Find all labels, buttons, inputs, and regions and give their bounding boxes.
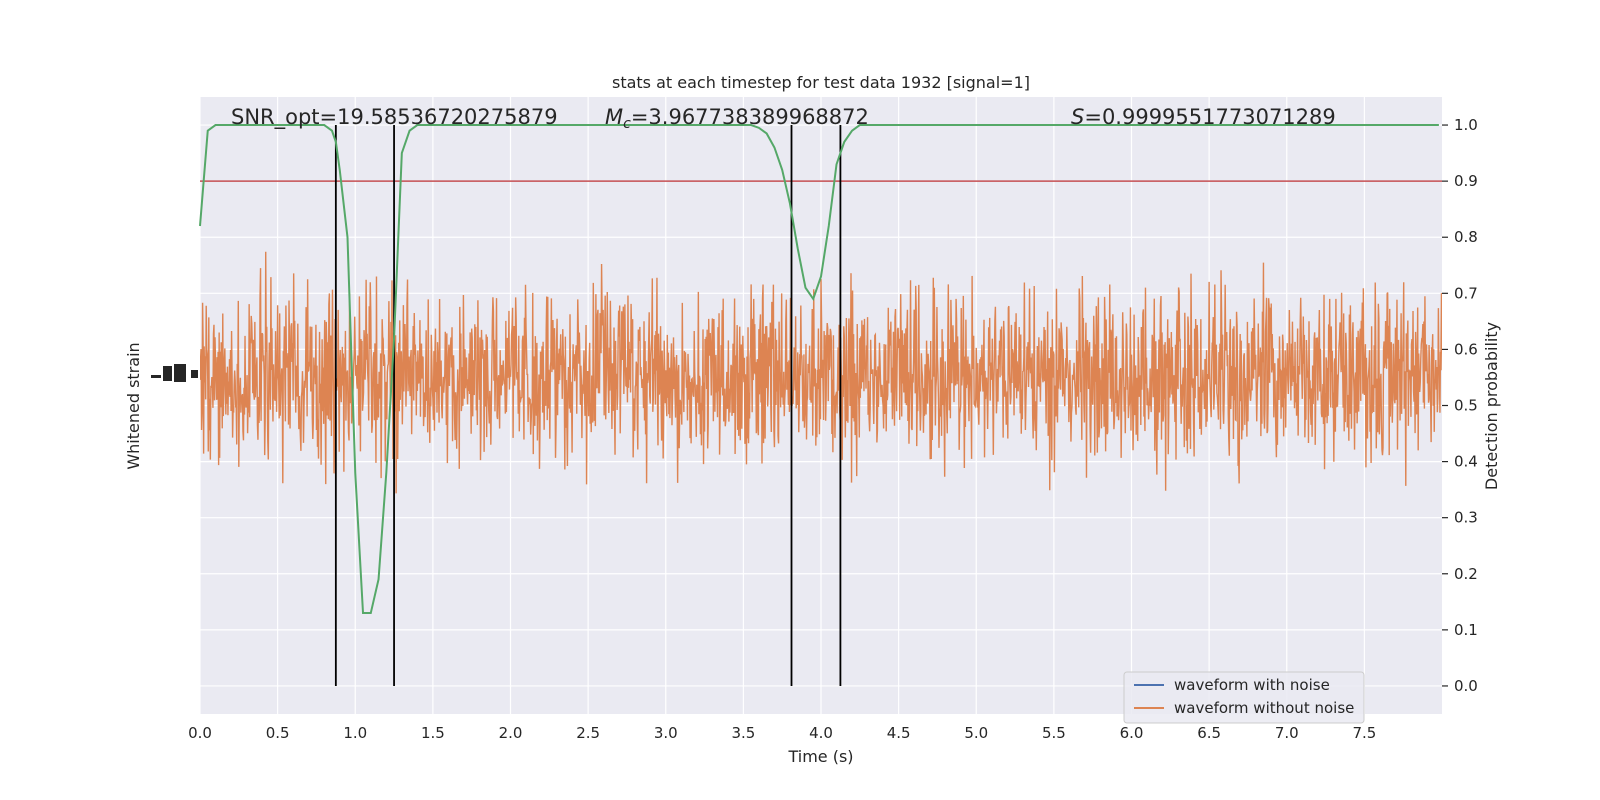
chirp-mass-annotation: Mc=3.967738389968872 [605, 105, 869, 132]
x-tick-label-13: 6.5 [1197, 724, 1221, 742]
right-y-axis-label: Detection probability [1482, 322, 1501, 490]
x-tick-label-11: 5.5 [1042, 724, 1066, 742]
legend-box [1123, 671, 1365, 724]
y-tick-label-6: 0.6 [1454, 340, 1478, 358]
y-tick-label-1: 0.1 [1454, 621, 1478, 639]
y-tick-label-0: 0.0 [1454, 677, 1478, 695]
y-tick-label-10: 1.0 [1454, 116, 1478, 134]
right-y-tick-labels: 0.0 0.1 0.2 0.3 0.4 0.5 0.6 0.7 0.8 0.9 1.0 [1442, 116, 1478, 695]
x-tick-label-4: 2.0 [499, 724, 523, 742]
legend-label-without-noise: waveform without noise [1174, 699, 1354, 717]
x-tick-label-8: 4.0 [809, 724, 833, 742]
y-tick-label-3: 0.3 [1454, 509, 1478, 527]
x-tick-label-9: 4.5 [887, 724, 911, 742]
x-tick-label-14: 7.0 [1275, 724, 1299, 742]
vertical-markers [334, 125, 842, 686]
x-axis-label: Time (s) [787, 747, 853, 766]
x-tick-label-0: 0.0 [188, 724, 212, 742]
y-tick-label-7: 0.7 [1454, 284, 1478, 302]
left-axis-collapsed-ticks [151, 364, 198, 382]
x-tick-label-12: 6.0 [1120, 724, 1144, 742]
chart-title: stats at each timestep for test data 193… [612, 73, 1030, 92]
x-tick-label-6: 3.0 [654, 724, 678, 742]
x-tick-label-1: 0.5 [266, 724, 290, 742]
x-tick-label-15: 7.5 [1352, 724, 1376, 742]
y-tick-label-5: 0.5 [1454, 397, 1478, 415]
legend-label-with-noise: waveform with noise [1174, 676, 1330, 694]
x-tick-label-2: 1.0 [343, 724, 367, 742]
y-tick-label-8: 0.8 [1454, 228, 1478, 246]
y-tick-label-4: 0.4 [1454, 453, 1478, 471]
snr-annotation: SNR_opt=19.58536720275879 [231, 105, 558, 130]
x-tick-label-3: 1.5 [421, 724, 445, 742]
x-tick-label-10: 5.0 [964, 724, 988, 742]
left-y-axis-label: Whitened strain [124, 342, 143, 469]
legend: waveform with noise waveform without noi… [1123, 671, 1365, 724]
y-tick-label-9: 0.9 [1454, 172, 1478, 190]
x-tick-labels: 0.0 0.5 1.0 1.5 2.0 2.5 3.0 3.5 4.0 4.5 5.0 5.5 6.0 6… [188, 724, 1376, 742]
score-annotation: S=0.9999551773071289 [1071, 105, 1336, 129]
x-tick-label-5: 2.5 [576, 724, 600, 742]
y-tick-label-2: 0.2 [1454, 565, 1478, 583]
x-tick-label-7: 3.5 [731, 724, 755, 742]
detection-probability-line [199, 124, 1439, 615]
